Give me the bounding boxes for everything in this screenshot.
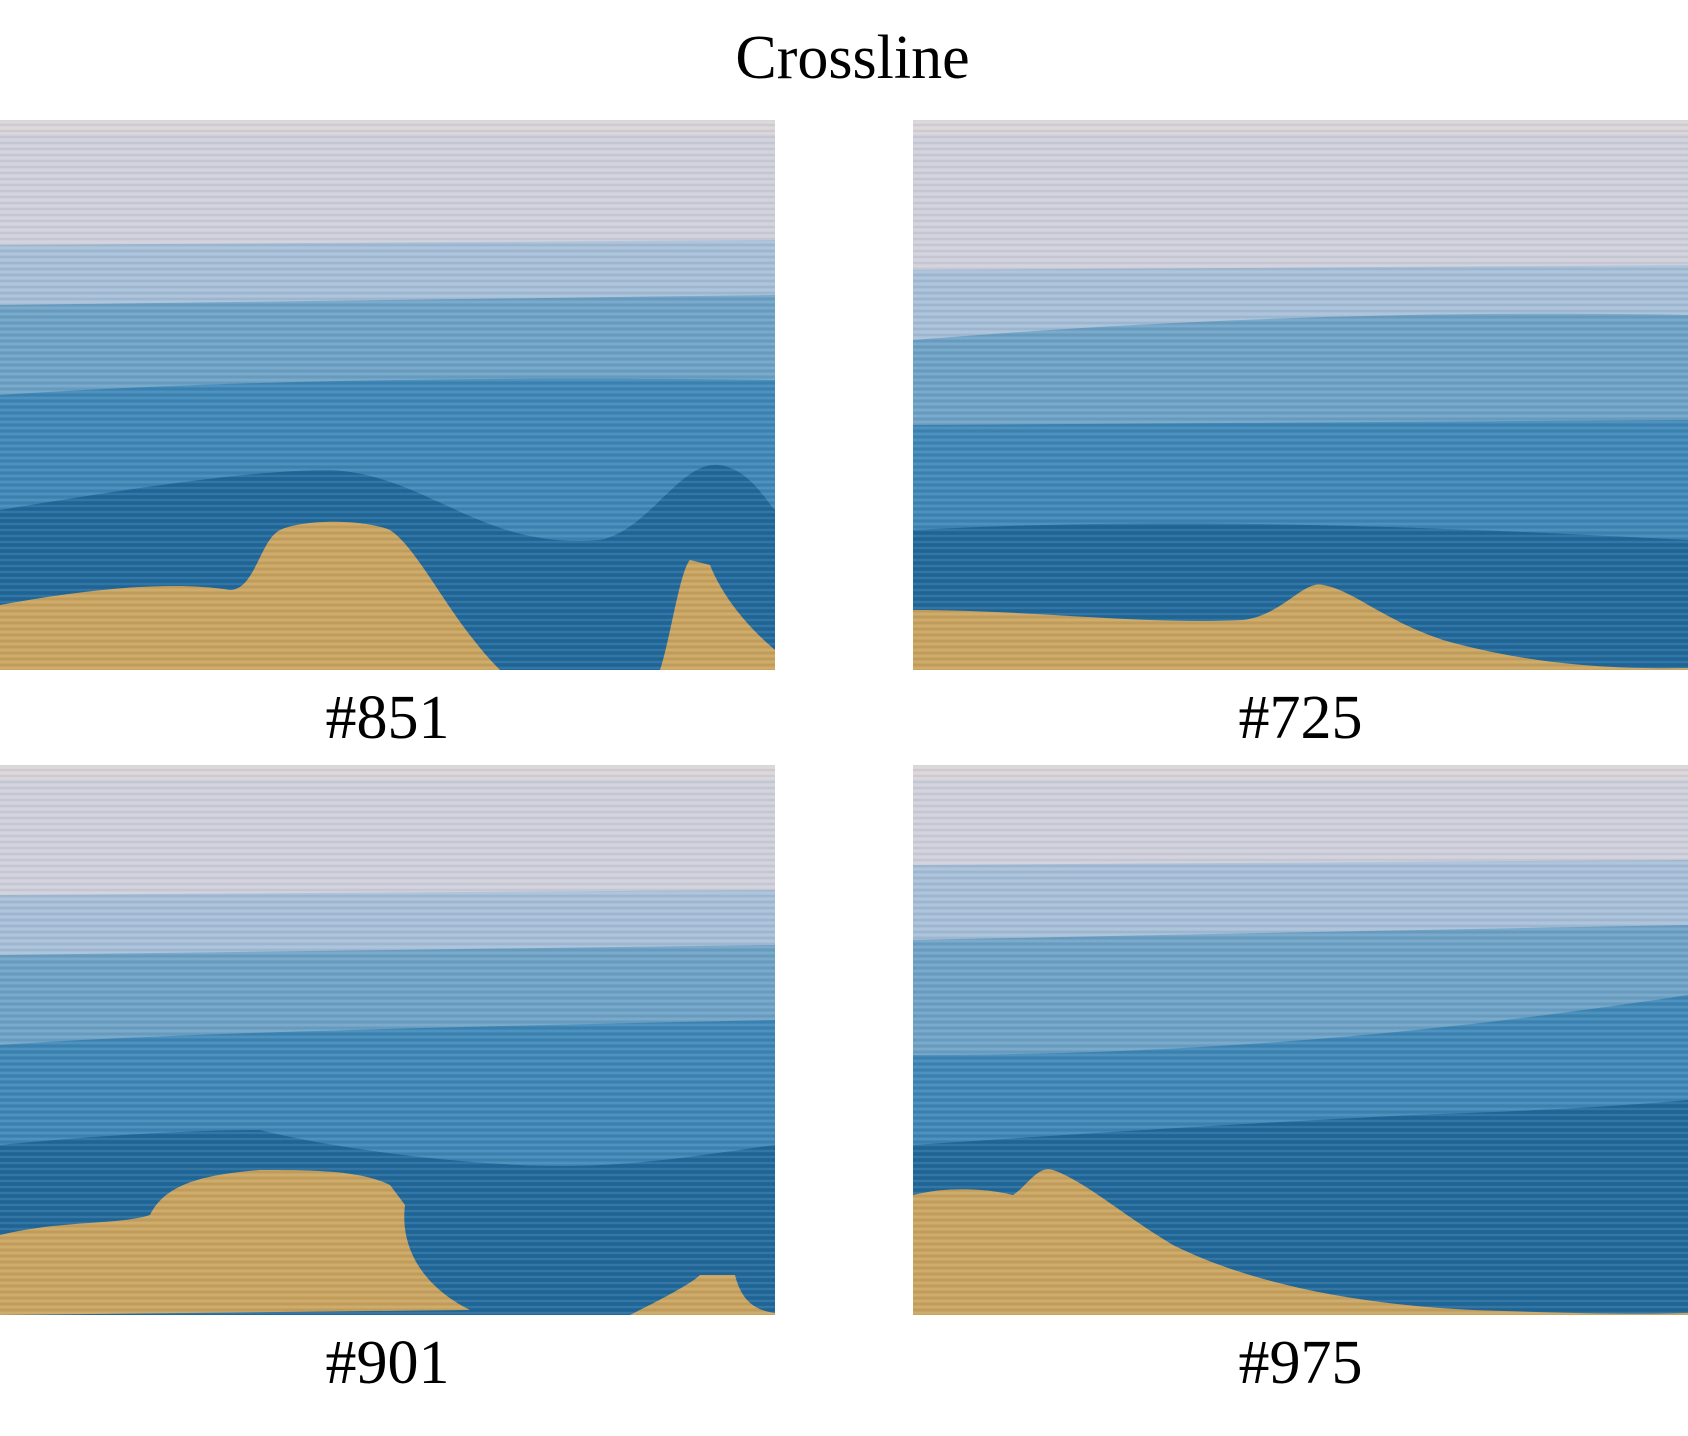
- panel-label-975: #975: [1238, 1329, 1363, 1397]
- panel-label-851: #851: [325, 684, 450, 752]
- panel-label-901: #901: [325, 1329, 450, 1397]
- seismic-section-975: [913, 765, 1688, 1315]
- seismic-section-851: [0, 120, 775, 670]
- seismic-section-901: [0, 765, 775, 1315]
- figure-title: Crossline: [735, 24, 970, 92]
- seismic-section-725: [913, 120, 1688, 670]
- panel-label-725: #725: [1238, 684, 1363, 752]
